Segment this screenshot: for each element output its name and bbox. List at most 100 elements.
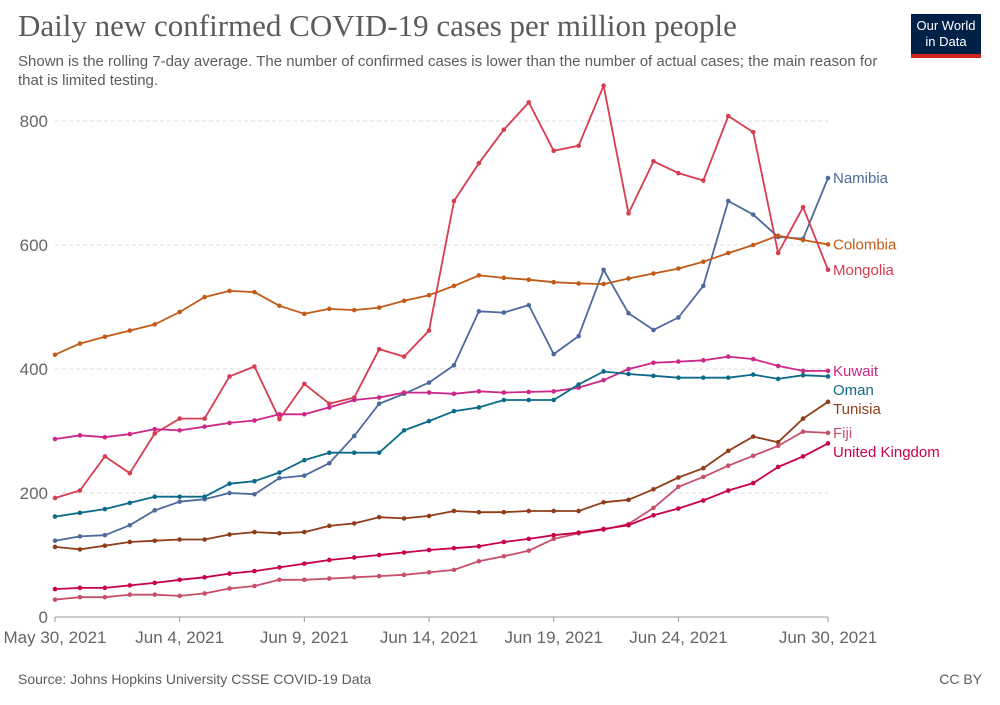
source-note[interactable]: Source: Johns Hopkins University CSSE CO…	[18, 671, 372, 687]
data-point	[127, 500, 133, 506]
data-point	[476, 544, 482, 549]
series-label: Mongolia	[833, 262, 895, 279]
series-label: Namibia	[833, 170, 889, 187]
data-point	[77, 534, 83, 539]
data-point	[800, 454, 806, 459]
license-label[interactable]: CC BY	[939, 671, 982, 687]
data-point	[701, 465, 706, 471]
data-point	[701, 178, 706, 183]
x-tick-label: Jun 24, 2021	[629, 628, 727, 647]
data-point	[426, 570, 432, 575]
data-point	[127, 522, 133, 528]
data-point	[501, 553, 507, 559]
data-point	[302, 381, 307, 387]
y-tick-label: 800	[20, 112, 48, 131]
data-point	[800, 416, 806, 421]
data-point	[177, 537, 182, 542]
data-point	[501, 275, 507, 281]
data-point	[526, 397, 532, 403]
data-point	[551, 389, 557, 394]
data-point	[376, 552, 382, 558]
data-point	[77, 510, 83, 516]
series-line	[54, 177, 829, 542]
data-point	[202, 591, 207, 596]
data-point	[750, 242, 756, 248]
y-tick-label: 400	[20, 360, 48, 379]
data-point	[451, 391, 457, 397]
data-point	[77, 433, 83, 438]
data-point	[351, 555, 357, 560]
data-point	[376, 346, 382, 352]
data-point	[800, 204, 806, 210]
data-point	[775, 376, 781, 382]
data-point	[376, 514, 382, 520]
data-point	[451, 545, 457, 551]
data-point	[326, 523, 332, 529]
data-point	[501, 397, 507, 403]
data-point	[202, 494, 207, 500]
series-line	[54, 355, 828, 440]
y-tick-label: 600	[20, 236, 48, 255]
data-point	[77, 547, 83, 552]
data-point	[825, 267, 831, 273]
series-line	[54, 430, 829, 601]
data-point	[326, 450, 332, 456]
data-point	[551, 397, 557, 403]
data-point	[227, 420, 232, 426]
data-point	[551, 508, 557, 514]
data-point	[775, 233, 781, 238]
series-label: Fiji	[833, 425, 852, 442]
data-point	[750, 212, 756, 217]
data-point	[701, 358, 706, 363]
data-point	[351, 397, 357, 403]
data-point	[77, 488, 83, 493]
data-point	[52, 495, 58, 501]
data-point	[52, 514, 58, 519]
data-point	[102, 454, 108, 459]
data-point	[252, 568, 257, 574]
data-point	[725, 113, 731, 119]
data-point	[227, 490, 232, 496]
data-point	[52, 597, 58, 602]
data-point	[476, 273, 482, 278]
data-point	[750, 453, 756, 459]
data-point	[177, 416, 182, 421]
data-point	[426, 418, 432, 424]
data-point	[177, 309, 182, 315]
data-point	[77, 594, 83, 600]
data-point	[277, 577, 282, 583]
data-point	[775, 464, 781, 470]
data-point	[576, 382, 581, 387]
x-tick-label: Jun 4, 2021	[135, 628, 224, 647]
data-point	[775, 443, 781, 449]
data-point	[102, 506, 108, 512]
data-point	[825, 242, 831, 247]
data-point	[476, 509, 482, 515]
data-point	[701, 498, 706, 503]
data-point	[651, 271, 656, 276]
data-point	[526, 302, 532, 308]
owid-logo[interactable]: Our World in Data	[911, 14, 981, 58]
data-point	[426, 380, 432, 385]
data-point	[302, 411, 307, 417]
data-point	[302, 457, 307, 463]
data-point	[651, 373, 656, 379]
data-point	[202, 416, 207, 421]
data-point	[202, 424, 207, 429]
data-point	[401, 354, 407, 359]
data-point	[252, 289, 257, 295]
data-point	[127, 592, 133, 597]
data-point	[701, 375, 706, 380]
data-point	[426, 328, 432, 333]
series-line	[54, 84, 829, 499]
data-point	[800, 372, 806, 378]
data-point	[77, 585, 83, 591]
data-point	[177, 499, 182, 504]
data-point	[227, 374, 232, 379]
data-point	[252, 491, 257, 497]
data-point	[451, 408, 457, 414]
data-point	[775, 439, 781, 445]
data-point	[177, 494, 182, 500]
data-point	[825, 374, 831, 379]
